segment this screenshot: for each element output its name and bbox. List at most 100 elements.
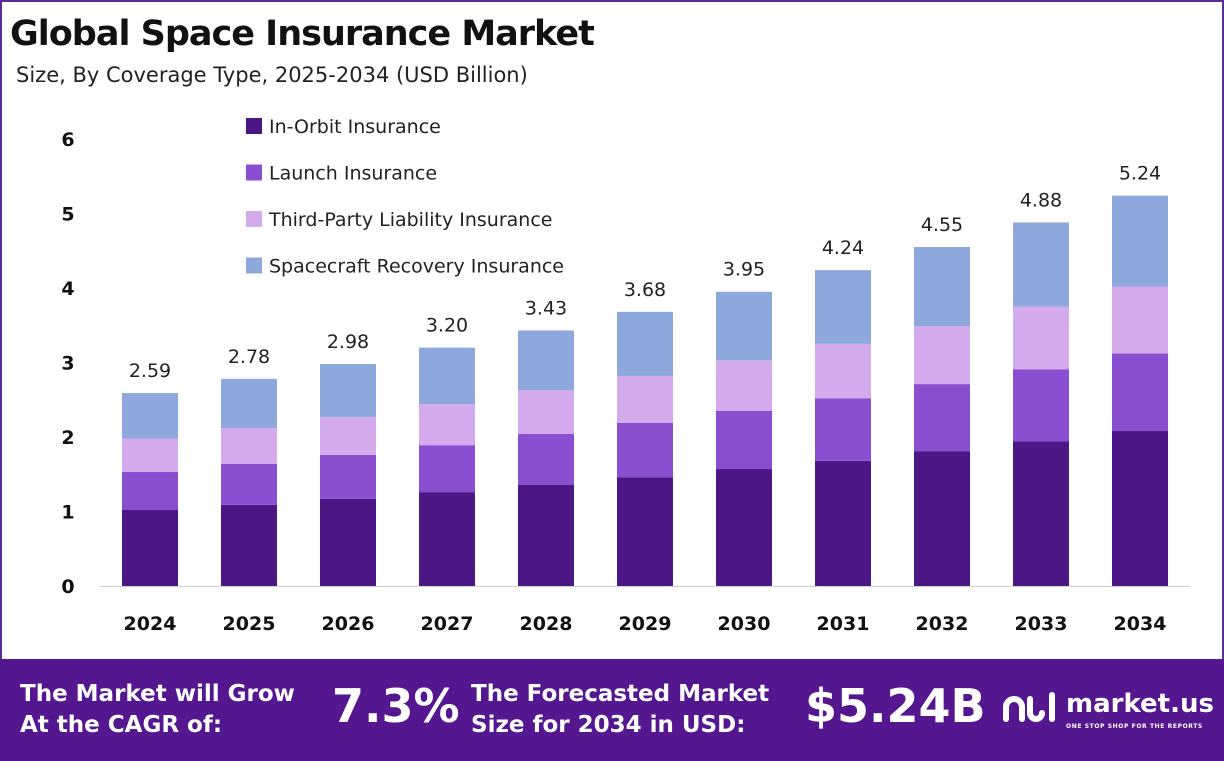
bar-segment [419,492,475,586]
bar-segment [320,498,376,586]
legend-item: In-Orbit Insurance [246,116,441,138]
forecast-value: $5.24B [805,679,986,733]
forecast-label: The Forecasted Market Size for 2034 in U… [471,679,769,741]
bar-segment [914,247,970,326]
y-tick-label: 5 [61,204,74,226]
legend-label: In-Orbit Insurance [269,116,441,138]
forecast-label-line2: Size for 2034 in USD: [471,712,746,738]
total-data-label: 2.59 [129,360,171,382]
bar-segment [518,390,574,435]
bar-segment [716,410,772,470]
total-data-label: 5.24 [1119,163,1161,185]
bar-segment [419,404,475,446]
bar-segment [1013,306,1069,370]
bar-segment [815,398,871,461]
bar-segment [1112,286,1168,354]
total-data-label: 4.88 [1020,189,1062,211]
y-tick-label: 3 [61,353,74,375]
bar-stack-2025: 2.78 [221,346,277,586]
total-data-label: 4.55 [921,214,963,236]
y-axis: 0 1 2 3 4 5 6 [61,129,74,598]
bar-stack-2030: 3.95 [716,259,772,586]
bar-segment [914,384,970,452]
bar-segment [1013,441,1069,586]
cagr-label-line2: At the CAGR of: [20,712,223,738]
brand-tagline: ONE STOP SHOP FOR THE REPORTS [1066,723,1203,730]
bar-segment [221,378,277,429]
bar-segment [122,438,178,473]
legend-swatch [246,164,262,181]
x-tick-label: 2029 [619,613,672,635]
bar-stack-2032: 4.55 [914,214,970,586]
bar-segment [320,416,376,455]
bar-stack-2033: 4.88 [1013,189,1069,586]
x-tick-label: 2032 [916,613,969,635]
bar-segment [122,472,178,511]
chart-subtitle: Size, By Coverage Type, 2025-2034 (USD B… [16,63,528,87]
brand-name: market.us [1066,689,1214,719]
bar-stack-2028: 3.43 [518,297,574,586]
bar-segment [815,343,871,399]
legend-label: Launch Insurance [269,163,437,185]
y-tick-label: 6 [61,129,74,151]
x-tick-label: 2026 [322,613,375,635]
bar-stack-2031: 4.24 [815,237,871,586]
bar-segment [419,445,475,493]
chart-title: Global Space Insurance Market [10,14,595,54]
total-data-label: 3.95 [723,259,765,281]
x-axis: 2024 2025 2026 2027 2028 2029 2030 2031 2032 2033… [124,613,1167,635]
market-us-logo-icon [1003,692,1055,722]
bar-segment [716,360,772,411]
x-tick-label: 2027 [421,613,474,635]
bar-segment [1112,195,1168,287]
bar-segment [419,347,475,405]
total-data-label: 3.68 [624,279,666,301]
bar-segment [320,454,376,499]
legend-swatch [246,257,262,274]
bar-segment [122,510,178,586]
total-data-label: 2.98 [327,331,369,353]
legend-item: Third-Party Liability Insurance [246,209,552,231]
bar-segment [617,477,673,586]
bar-segment [617,422,673,478]
x-tick-label: 2025 [223,613,276,635]
bar-segment [320,363,376,417]
bar-segment [617,375,673,423]
y-tick-label: 0 [61,576,74,598]
bar-stack-2029: 3.68 [617,279,673,586]
bar-stack-2034: 5.24 [1112,163,1168,586]
bar-segment [221,428,277,464]
bar-segment [617,311,673,376]
bar-segment [221,504,277,586]
total-data-label: 3.20 [426,315,468,337]
bar-segment [1013,222,1069,307]
cagr-value: 7.3% [332,679,460,733]
bar-segment [914,451,970,586]
x-tick-label: 2030 [718,613,771,635]
bar-stack-2027: 3.20 [419,315,475,586]
legend-swatch [246,211,262,227]
total-data-label: 4.24 [822,237,864,259]
x-tick-label: 2033 [1015,613,1068,635]
bar-segment [815,270,871,344]
cagr-label: The Market will Grow At the CAGR of: [20,679,295,741]
bar-segment [716,291,772,361]
legend-item: Launch Insurance [246,163,437,185]
bar-stack-2024: 2.59 [122,360,178,586]
brand-logo: market.us ONE STOP SHOP FOR THE REPORTS [1000,685,1220,735]
bar-segment [122,393,178,439]
stacked-bar-chart: 0 1 2 3 4 5 6 2.59 2.78 2.98 3.20 3.43 3.68 3.95 4.24… [61,116,1190,635]
legend-swatch [246,118,262,134]
y-tick-label: 4 [61,278,74,300]
forecast-label-line1: The Forecasted Market [471,681,770,707]
bar-segment [815,460,871,586]
bar-segment [1112,353,1168,432]
legend-label: Third-Party Liability Insurance [268,209,552,231]
total-data-label: 2.78 [228,346,270,368]
legend-label: Spacecraft Recovery Insurance [269,256,564,278]
total-data-label: 3.43 [525,297,567,319]
bar-segment [518,330,574,391]
cagr-label-line1: The Market will Grow [20,681,295,707]
footer-banner: The Market will Grow At the CAGR of: 7.3… [0,659,1224,761]
bar-segment [518,434,574,485]
